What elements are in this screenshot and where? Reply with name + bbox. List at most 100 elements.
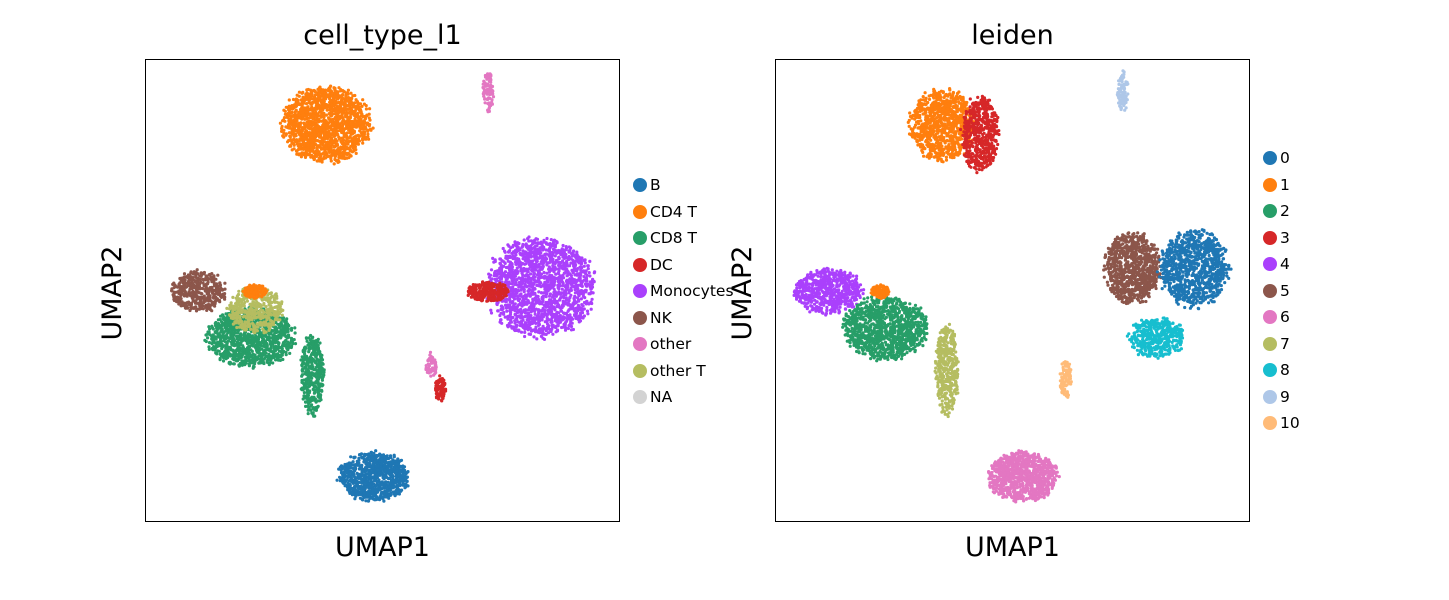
point <box>301 151 305 155</box>
point <box>541 256 545 261</box>
point <box>233 350 238 354</box>
point <box>247 351 252 355</box>
point <box>346 103 350 107</box>
point <box>306 107 310 111</box>
point <box>210 285 214 289</box>
point <box>223 292 227 296</box>
point <box>225 320 229 324</box>
point <box>323 140 327 144</box>
point <box>236 353 240 357</box>
point <box>220 288 224 292</box>
point <box>214 351 218 355</box>
point <box>549 306 553 310</box>
point <box>177 284 182 288</box>
point <box>341 137 345 141</box>
point <box>240 359 244 363</box>
point <box>276 357 280 361</box>
point <box>565 274 569 278</box>
point <box>568 322 572 326</box>
point <box>562 276 566 280</box>
point <box>487 272 491 276</box>
point <box>510 251 514 255</box>
point <box>337 110 341 114</box>
point <box>317 94 321 98</box>
point <box>353 141 357 145</box>
point <box>343 100 347 104</box>
point <box>304 147 308 151</box>
point <box>544 332 548 336</box>
point <box>310 147 314 151</box>
point <box>210 272 214 276</box>
point <box>295 149 299 153</box>
point <box>349 107 353 111</box>
point <box>529 285 534 289</box>
point <box>570 277 574 281</box>
point <box>337 124 341 128</box>
point <box>311 116 315 120</box>
point <box>504 298 508 302</box>
point <box>572 302 576 306</box>
point <box>340 125 344 129</box>
point <box>225 341 229 345</box>
point <box>540 315 544 319</box>
point <box>503 315 507 319</box>
point <box>287 98 291 102</box>
point <box>263 352 267 356</box>
point <box>506 281 510 285</box>
point <box>170 289 174 293</box>
point <box>578 316 582 320</box>
point <box>585 309 590 313</box>
point <box>590 301 594 306</box>
point <box>527 320 531 324</box>
point <box>553 243 558 247</box>
point <box>233 320 237 324</box>
point <box>274 340 278 344</box>
point <box>522 238 526 242</box>
point <box>516 298 520 302</box>
point <box>586 264 590 268</box>
point <box>314 97 318 101</box>
point <box>202 295 206 299</box>
point <box>213 282 217 286</box>
point <box>232 325 236 329</box>
point <box>231 331 235 335</box>
point <box>222 356 226 360</box>
point <box>327 105 331 109</box>
point <box>516 245 520 249</box>
point <box>532 254 536 258</box>
point <box>557 264 561 268</box>
point <box>182 272 187 276</box>
point <box>535 252 539 256</box>
point <box>509 293 513 297</box>
point <box>194 280 198 284</box>
point <box>310 141 314 145</box>
point <box>292 147 296 151</box>
point <box>281 325 285 329</box>
point <box>316 159 320 163</box>
point <box>200 286 204 291</box>
point <box>297 110 301 114</box>
point <box>181 279 185 283</box>
point <box>563 300 567 305</box>
point <box>531 262 536 266</box>
point <box>286 346 290 351</box>
point <box>538 254 542 258</box>
plot-area <box>145 59 620 522</box>
point <box>229 347 233 351</box>
point <box>256 339 260 343</box>
point <box>312 128 316 132</box>
point <box>536 294 540 299</box>
point <box>509 269 513 273</box>
point <box>364 107 368 111</box>
point <box>521 279 525 283</box>
point <box>511 325 515 329</box>
point <box>583 288 588 292</box>
point <box>190 286 194 290</box>
point <box>284 133 288 137</box>
point <box>342 132 346 136</box>
point <box>331 140 335 144</box>
point <box>499 263 503 268</box>
point <box>304 129 309 133</box>
point <box>277 345 282 349</box>
point <box>351 94 355 98</box>
